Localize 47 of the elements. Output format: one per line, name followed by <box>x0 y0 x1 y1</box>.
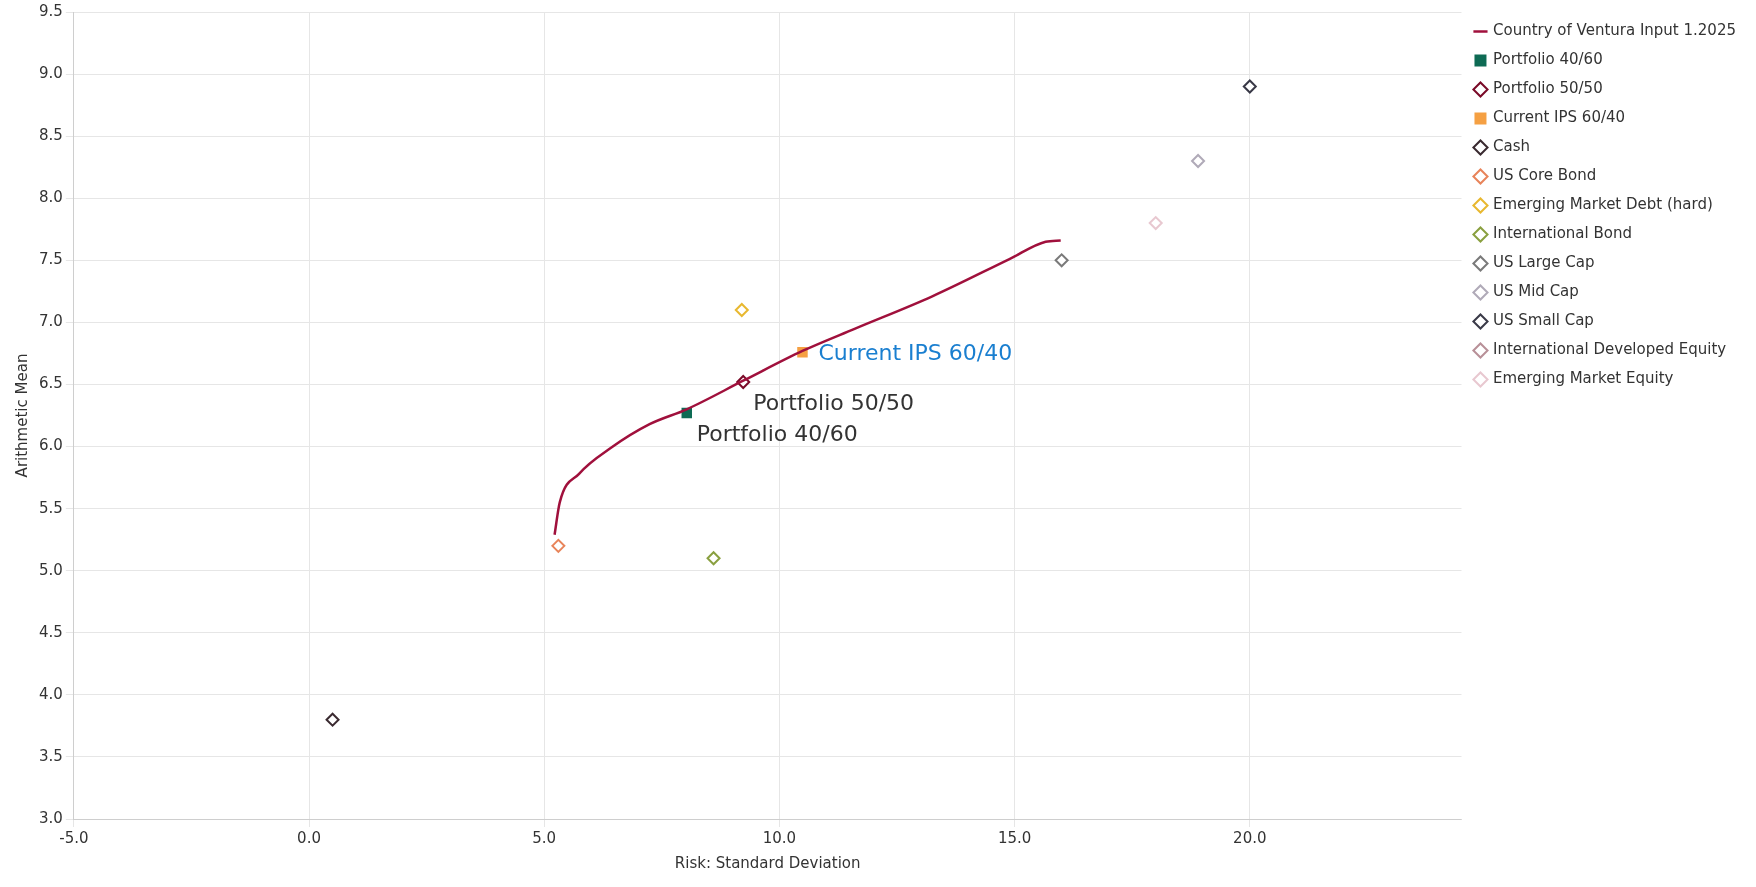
y-tick-label: 7.5 <box>39 250 63 269</box>
point <box>706 551 721 566</box>
y-axis-title: Arithmetic Mean <box>12 353 31 478</box>
y-tick-label: 9.5 <box>39 1 63 20</box>
y-tick-label: 4.0 <box>39 684 63 703</box>
legend-label: Current IPS 60/40 <box>1492 108 1626 127</box>
legend-label: Emerging Market Debt (hard) <box>1492 195 1713 214</box>
y-tick-label: 3.5 <box>39 746 63 765</box>
x-tick-label: -5.0 <box>59 828 89 847</box>
annotation: Current IPS 60/40 <box>818 339 1013 365</box>
legend-label: Portfolio 50/50 <box>1492 79 1603 98</box>
x-tick-label: 20.0 <box>1233 828 1267 847</box>
x-axis-title: Risk: Standard Deviation <box>674 853 861 872</box>
point <box>1191 153 1206 168</box>
y-tick-label: 5.0 <box>39 560 63 579</box>
y-tick-label: 6.0 <box>39 436 63 455</box>
point <box>1242 79 1257 94</box>
point <box>1054 253 1069 268</box>
point <box>325 712 340 727</box>
legend-label: Country of Ventura Input 1.2025 <box>1492 21 1737 40</box>
y-tick-label: 8.5 <box>39 126 63 145</box>
annotation: Portfolio 40/60 <box>696 420 858 446</box>
legend-label: International Bond <box>1492 224 1632 243</box>
x-tick-label: 5.0 <box>532 828 557 847</box>
x-tick-label: 10.0 <box>762 828 797 847</box>
legend-label: Emerging Market Equity <box>1492 369 1674 388</box>
legend-label: US Small Cap <box>1492 311 1594 330</box>
legend-label: US Mid Cap <box>1492 282 1579 301</box>
legend-label: US Large Cap <box>1492 253 1595 272</box>
y-tick-label: 9.0 <box>39 63 63 82</box>
point <box>1148 216 1163 231</box>
legend-label: Portfolio 40/60 <box>1492 50 1603 69</box>
legend-label: Cash <box>1492 137 1530 156</box>
legend-label: International Developed Equity <box>1492 340 1727 359</box>
legend-label: US Core Bond <box>1492 166 1597 185</box>
y-tick-label: 8.0 <box>39 188 63 207</box>
y-tick-label: 6.5 <box>39 374 63 393</box>
y-tick-label: 3.0 <box>39 808 63 827</box>
y-tick-label: 7.0 <box>39 312 63 331</box>
annotation: Portfolio 50/50 <box>753 389 915 415</box>
x-tick-label: 15.0 <box>997 828 1032 847</box>
x-tick-label: 0.0 <box>297 828 321 847</box>
point <box>551 538 566 553</box>
line-series <box>553 239 1062 536</box>
point <box>734 302 749 317</box>
y-tick-label: 4.5 <box>39 622 63 641</box>
y-tick-label: 5.5 <box>39 498 63 517</box>
